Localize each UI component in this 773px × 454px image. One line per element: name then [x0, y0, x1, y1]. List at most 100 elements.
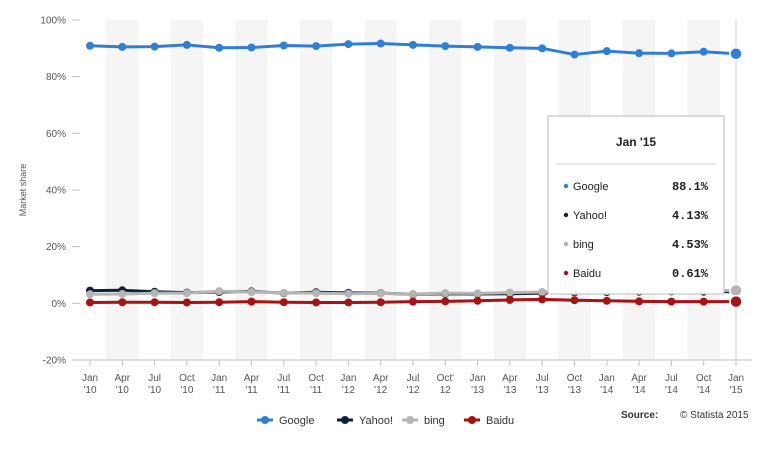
data-point-bing[interactable] [279, 288, 288, 297]
data-point-bing[interactable] [505, 288, 514, 297]
data-point-baidu[interactable] [570, 296, 579, 305]
tooltip-series-value: 4.53% [672, 238, 709, 252]
data-point-google[interactable] [344, 40, 353, 49]
data-point-google[interactable] [505, 43, 514, 52]
legend-item-google[interactable]: Google [257, 415, 314, 427]
data-point-bing[interactable] [182, 289, 191, 298]
x-tick-label: Jan [728, 373, 744, 384]
grid-band [299, 20, 333, 360]
x-tick-label: Jul [407, 373, 420, 384]
data-point-google[interactable] [150, 42, 159, 51]
x-tick-label: '10 [83, 385, 96, 396]
data-point-baidu[interactable] [602, 296, 611, 305]
y-tick-label: -20% [43, 356, 66, 367]
data-point-bing[interactable] [150, 289, 159, 298]
data-point-google[interactable] [635, 49, 644, 58]
data-point-google[interactable] [279, 41, 288, 50]
x-tick-label: '13 [503, 385, 516, 396]
data-point-baidu[interactable] [667, 297, 676, 306]
data-point-baidu[interactable] [247, 297, 256, 306]
y-tick-label: 100% [40, 16, 66, 27]
data-point-google[interactable] [312, 42, 321, 51]
grid-band [170, 20, 204, 360]
data-point-google[interactable] [215, 43, 224, 52]
legend-item-bing[interactable]: bing [402, 415, 445, 427]
data-point-baidu[interactable] [505, 295, 514, 304]
grid-band [235, 20, 268, 360]
data-point-google[interactable] [699, 47, 708, 56]
data-point-google[interactable] [570, 50, 579, 59]
legend-item-yahoo[interactable]: Yahoo! [337, 415, 393, 427]
tooltip-rows: Google 88.1% Yahoo! 4.13% bing 4.53% Baidu 0.61… [563, 180, 709, 281]
x-tick-label: Apr [502, 373, 518, 384]
x-tick-label: '15 [729, 385, 742, 396]
data-point-bing[interactable] [376, 289, 385, 298]
tooltip-series-name: Baidu [573, 268, 601, 280]
data-point-google[interactable] [667, 49, 676, 58]
tooltip-series-name: Google [573, 181, 608, 193]
data-point-google[interactable] [118, 42, 127, 51]
data-point-bing[interactable] [409, 289, 417, 298]
x-tick-label: Jul [536, 373, 549, 384]
data-point-bing[interactable] [729, 283, 743, 298]
x-tick-label: 12 [440, 385, 452, 396]
tooltip: Jan '15 Google 88.1% Yahoo! 4.13% bing 4.53% B… [547, 115, 725, 295]
data-point-baidu[interactable] [699, 297, 708, 306]
data-point-baidu[interactable] [279, 298, 288, 307]
data-point-bing[interactable] [312, 289, 321, 298]
data-point-google[interactable] [409, 40, 417, 49]
data-point-bing[interactable] [247, 288, 256, 296]
data-point-google[interactable] [473, 42, 482, 51]
data-point-baidu[interactable] [635, 297, 644, 306]
x-tick-label: '14 [697, 385, 710, 396]
data-point-baidu[interactable] [118, 298, 127, 307]
tooltip-title: Jan '15 [616, 135, 657, 149]
legend-swatch-marker [261, 416, 269, 424]
x-tick-label: '10 [116, 385, 129, 396]
x-tick-label: Jul [148, 373, 161, 384]
data-point-baidu[interactable] [441, 297, 450, 306]
data-point-google[interactable] [247, 43, 256, 52]
tooltip-bullet [563, 183, 569, 189]
data-point-google[interactable] [441, 42, 450, 51]
source-label: Source: [621, 410, 658, 421]
data-point-baidu[interactable] [473, 296, 482, 305]
data-point-baidu[interactable] [150, 298, 159, 307]
data-point-baidu[interactable] [538, 295, 547, 304]
y-tick-label: 0% [52, 299, 67, 310]
data-point-google[interactable] [602, 47, 611, 56]
x-tick-label: Apr [115, 373, 131, 384]
data-point-google[interactable] [182, 40, 191, 49]
data-point-baidu[interactable] [312, 298, 321, 307]
data-point-baidu[interactable] [215, 298, 224, 307]
data-point-bing[interactable] [538, 288, 547, 296]
x-tick-label: Jul [277, 373, 290, 384]
data-point-google[interactable] [86, 41, 94, 50]
grid-band [493, 20, 527, 360]
x-tick-label: Jan [82, 373, 98, 384]
data-point-baidu[interactable] [86, 298, 94, 307]
x-tick-label: Apr [373, 373, 389, 384]
data-point-bing[interactable] [215, 287, 224, 296]
data-point-bing[interactable] [441, 289, 450, 298]
legend-swatch-marker [341, 416, 349, 424]
data-point-baidu[interactable] [182, 298, 191, 307]
data-point-baidu[interactable] [344, 298, 353, 307]
grid-band [429, 20, 462, 360]
data-point-baidu[interactable] [729, 294, 743, 309]
data-point-bing[interactable] [344, 289, 353, 298]
x-tick-label: '12 [374, 385, 387, 396]
data-point-bing[interactable] [118, 289, 127, 298]
data-point-google[interactable] [376, 39, 385, 48]
data-point-bing[interactable] [86, 290, 94, 299]
data-point-google[interactable] [729, 46, 743, 61]
data-point-baidu[interactable] [409, 297, 417, 306]
legend-item-baidu[interactable]: Baidu [464, 415, 514, 427]
data-point-baidu[interactable] [376, 298, 385, 307]
x-tick-label: '11 [213, 385, 226, 396]
source-value: © Statista 2015 [680, 410, 749, 421]
data-point-bing[interactable] [473, 289, 482, 298]
data-point-google[interactable] [538, 44, 547, 53]
x-tick-label: '12 [342, 385, 355, 396]
